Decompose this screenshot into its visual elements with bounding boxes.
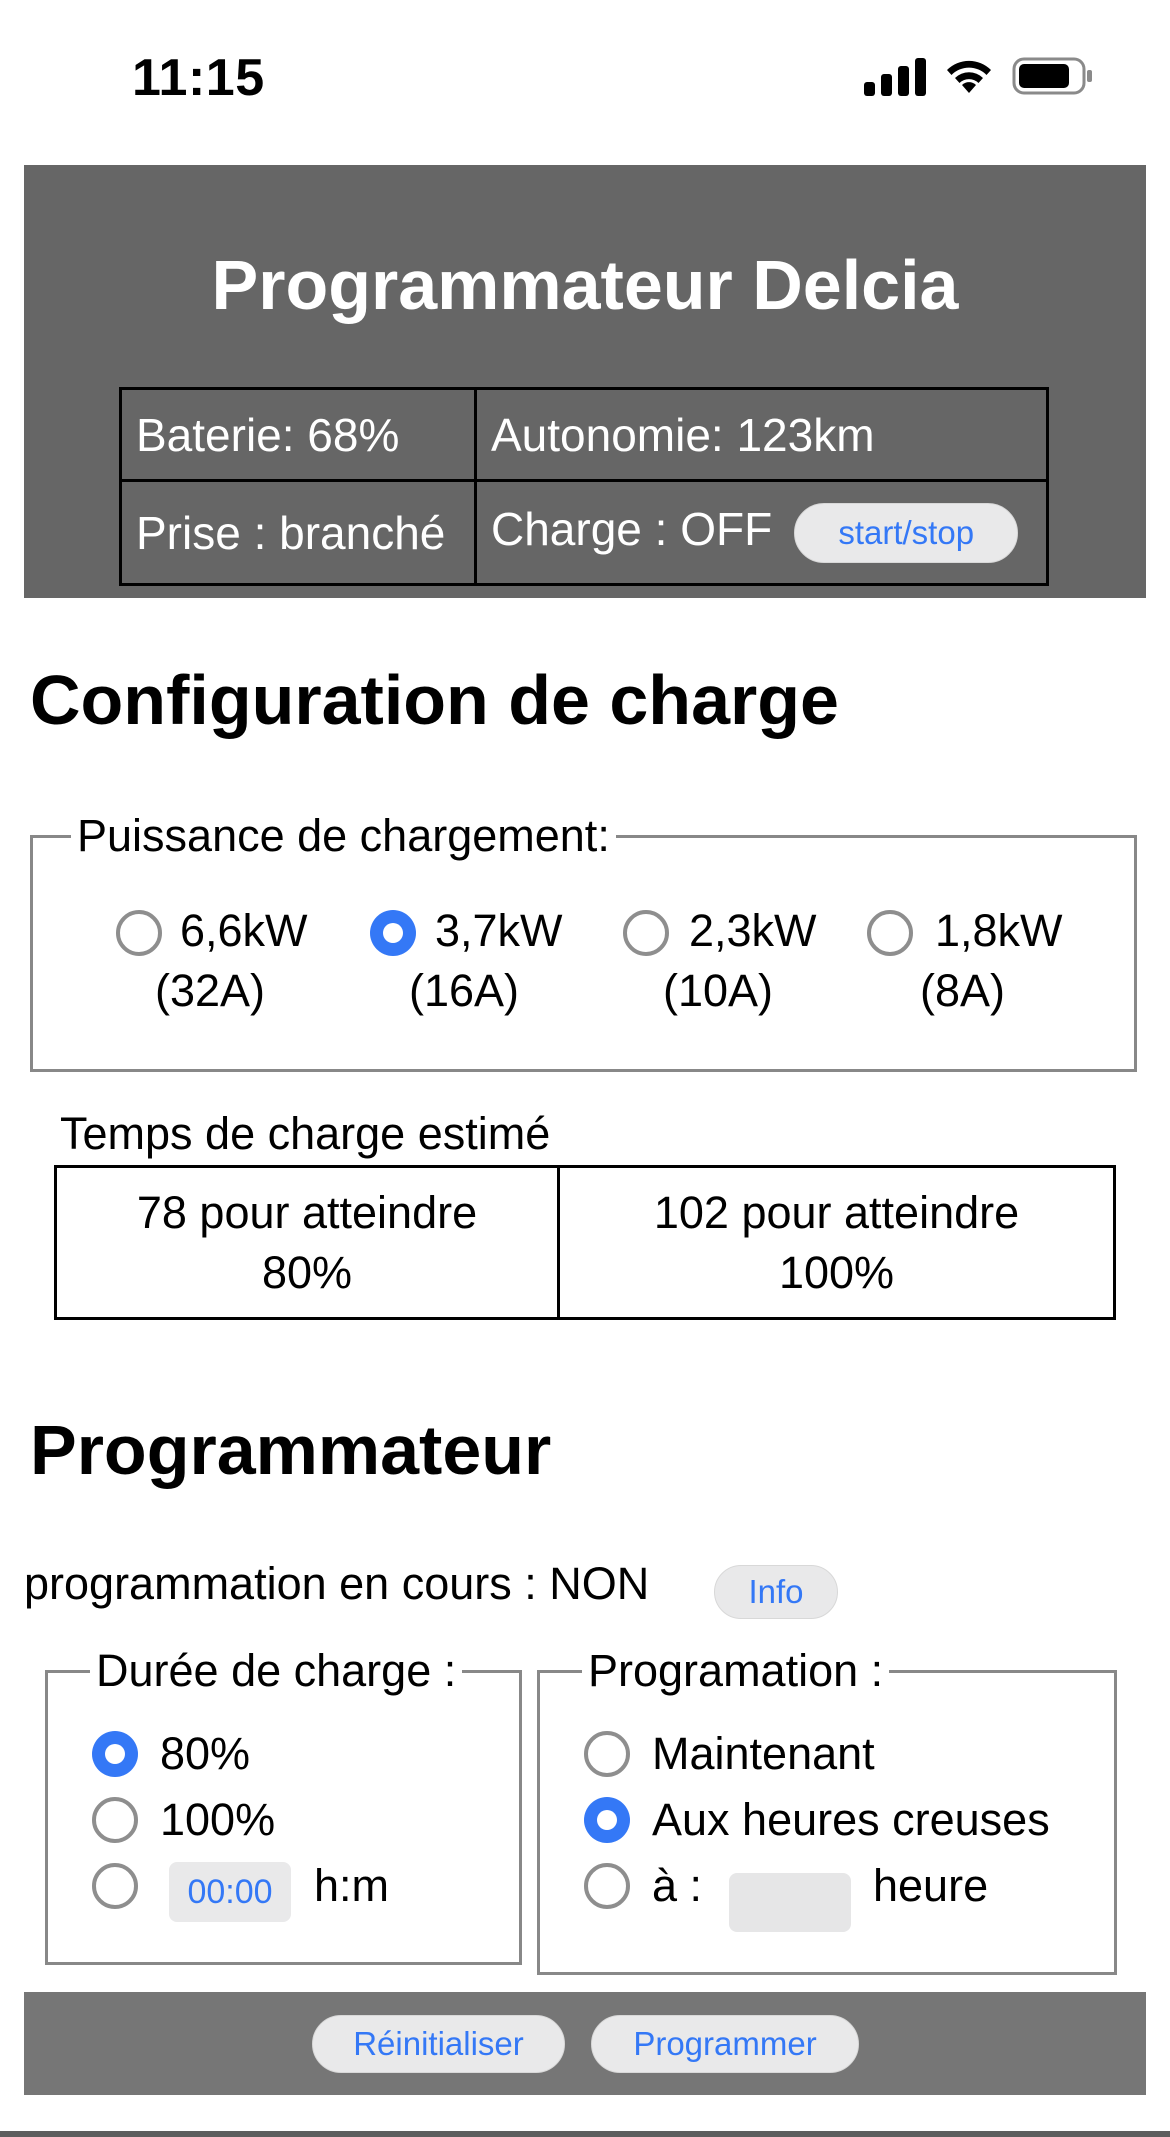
power-option-label: 2,3kW [689,905,817,956]
duration-option-label: 100% [160,1794,276,1845]
duration-radio-custom[interactable] [92,1863,138,1909]
power-legend: Puissance de chargement: [77,810,610,861]
estimate-80-target: 80% [261,1246,353,1298]
wifi-icon [944,57,994,95]
estimate-table: 78 pour atteindre 80% 102 pour atteindre… [54,1165,1116,1320]
schedule-option-label: Maintenant [652,1728,875,1779]
power-option-sublabel: (10A) [663,965,774,1016]
schedule-hour-unit: heure [873,1860,989,1911]
duration-legend: Durée de charge : [96,1645,457,1696]
start-stop-button[interactable]: start/stop [794,502,1019,563]
header-panel: Programmateur Delcia Baterie: 68% Autono… [24,165,1146,598]
power-option-label: 3,7kW [435,905,563,956]
vehicle-status-table: Baterie: 68% Autonomie: 123km Prise : br… [119,387,1049,586]
form-actions-bar: Réinitialiser Programmer [24,1992,1146,2095]
programmer-heading: Programmateur [30,1411,552,1489]
estimate-80-text: 78 pour atteindre [136,1186,478,1238]
plug-status: Prise : branché [119,479,477,586]
power-option-sublabel: (32A) [155,965,266,1016]
duration-radio-100[interactable] [92,1797,138,1843]
status-icons [864,56,1094,96]
duration-radio-80[interactable] [92,1731,138,1777]
estimate-80-cell: 78 pour atteindre 80% [54,1165,560,1320]
app-title: Programmateur Delcia [211,246,959,324]
status-bar: 11:15 [0,0,1170,150]
status-time: 11:15 [132,49,265,107]
schedule-radio-offpeak[interactable] [584,1797,630,1843]
charge-status-cell: Charge : OFF start/stop [474,479,1049,586]
estimate-100-cell: 102 pour atteindre 100% [557,1165,1116,1320]
schedule-hour-input[interactable] [729,1873,851,1932]
power-option-label: 1,8kW [935,905,1063,956]
schedule-radio-at[interactable] [584,1863,630,1909]
duration-time-unit: h:m [314,1860,390,1911]
bottom-edge [0,2131,1170,2137]
power-option-sublabel: (16A) [409,965,520,1016]
power-radio-1-8kw[interactable] [867,910,913,956]
power-radio-6-6kw[interactable] [116,910,162,956]
schedule-option-label: Aux heures creuses [652,1794,1050,1845]
info-button[interactable]: Info [714,1565,838,1619]
power-radio-2-3kw[interactable] [623,910,669,956]
battery-level: Baterie: 68% [119,387,477,482]
reset-button[interactable]: Réinitialiser [312,2015,565,2073]
estimate-label: Temps de charge estimé [60,1108,551,1159]
cellular-signal-icon [864,56,926,96]
power-radio-3-7kw[interactable] [370,910,416,956]
estimate-100-target: 100% [778,1246,895,1298]
schedule-at-label: à : [652,1860,703,1911]
duration-fieldset: Durée de charge : [45,1645,522,1965]
estimate-100-text: 102 pour atteindre [653,1186,1020,1238]
power-option-sublabel: (8A) [920,965,1006,1016]
range-value: Autonomie: 123km [474,387,1049,482]
programming-status: programmation en cours : NON [24,1558,650,1609]
duration-time-input[interactable]: 00:00 [169,1862,291,1922]
config-heading: Configuration de charge [30,661,839,739]
schedule-fieldset: Programation : [537,1645,1117,1975]
program-button[interactable]: Programmer [591,2015,859,2073]
schedule-radio-now[interactable] [584,1731,630,1777]
duration-option-label: 80% [160,1728,251,1779]
schedule-legend: Programation : [588,1645,884,1696]
power-fieldset: Puissance de chargement: [30,810,1137,1072]
battery-icon [1012,56,1094,96]
power-option-label: 6,6kW [180,905,308,956]
charge-status: Charge : OFF [491,503,773,556]
